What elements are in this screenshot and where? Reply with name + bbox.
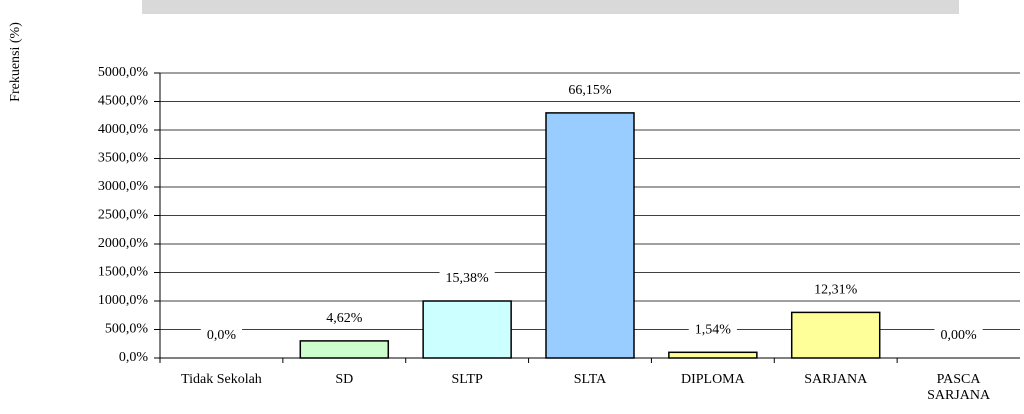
bar-label: 1,54% [695, 323, 732, 338]
x-tick-label: PASCA SARJANA [927, 372, 991, 403]
bar-label-bg [934, 326, 983, 346]
y-tick-label: 2500,0% [98, 208, 149, 223]
y-tick-label: 0,0% [119, 350, 149, 365]
y-tick-label: 1000,0% [98, 293, 149, 308]
x-tick-label: SLTA [574, 372, 607, 387]
y-tick-label: 500,0% [105, 322, 149, 337]
bar [790, 311, 881, 359]
bar [668, 351, 758, 359]
y-tick-label: 1500,0% [98, 265, 149, 280]
bar-label-bg [562, 80, 618, 101]
bar-label-bg [320, 308, 369, 329]
y-axis-label: Frekuensi (%) [8, 22, 23, 102]
y-tick-label: 4000,0% [98, 122, 149, 137]
x-tick-label: Tidak Sekolah [181, 372, 262, 387]
bar [422, 300, 512, 359]
bar [299, 340, 390, 359]
x-tick-label: SD [335, 372, 353, 387]
bar-label-bg [439, 269, 495, 289]
y-tick-label: 3000,0% [98, 179, 149, 194]
y-tick-label: 3500,0% [98, 151, 149, 166]
bar [545, 112, 635, 359]
x-tick-label: SARJANA [804, 372, 868, 387]
bar-label: 15,38% [446, 271, 490, 286]
bar-label: 66,15% [568, 83, 612, 98]
bar-label: 0,0% [207, 328, 237, 343]
title-placeholder [142, 0, 959, 14]
bar-label: 4,62% [326, 311, 363, 326]
bar-label-bg [808, 280, 864, 301]
bar-label: 12,31% [814, 283, 858, 298]
bar-label-bg [688, 320, 737, 341]
y-tick-label: 2000,0% [98, 236, 149, 251]
y-tick-label: 5000,0% [98, 65, 149, 80]
bar-label: 0,00% [940, 328, 977, 343]
x-tick-label: DIPLOMA [681, 372, 746, 387]
bar-label-bg [200, 326, 243, 346]
x-tick-label: SLTP [451, 372, 483, 387]
y-tick-label: 4500,0% [98, 94, 149, 109]
